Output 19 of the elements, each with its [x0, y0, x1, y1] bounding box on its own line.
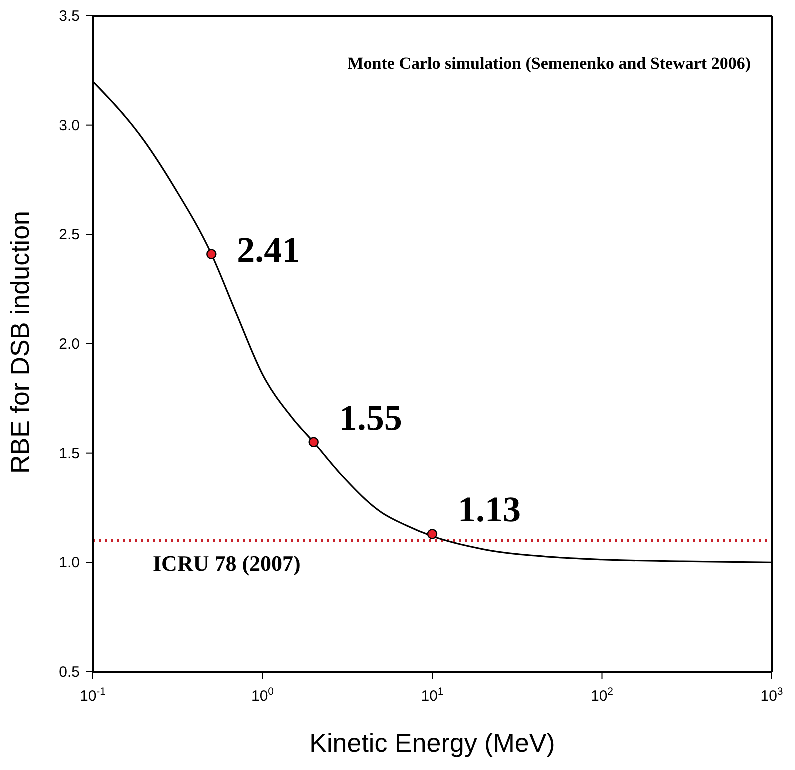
annotation: Monte Carlo simulation (Semenenko and Stewart 2006)	[348, 54, 751, 74]
y-tick-label: 1.0	[59, 554, 80, 572]
y-tick-label: 2.0	[59, 336, 80, 353]
x-tick-label: 10$^{2}$	[590, 686, 614, 705]
y-tick-label: 2.5	[59, 226, 80, 244]
x-tick-label: 10$^{-1}$	[80, 686, 106, 705]
x-tick-label: 10$^{3}$	[760, 686, 784, 705]
y-tick-label: 3.0	[59, 117, 80, 134]
data-label: 2.41	[237, 230, 300, 270]
ref-line-label: ICRU 78 (2007)	[153, 550, 301, 576]
x-tick-label: 10$^{1}$	[421, 686, 444, 705]
x-tick-label: 10$^{0}$	[251, 686, 274, 705]
data-label: 1.13	[458, 490, 521, 530]
y-tick-label: 3.5	[59, 8, 80, 25]
data-label: 1.55	[339, 398, 402, 438]
y-axis-title: RBE for DSB induction	[5, 210, 36, 474]
x-axis-title: Kinetic Energy (MeV)	[310, 728, 556, 758]
y-tick-label: 0.5	[59, 664, 80, 681]
y-tick-label: 1.5	[59, 445, 80, 462]
